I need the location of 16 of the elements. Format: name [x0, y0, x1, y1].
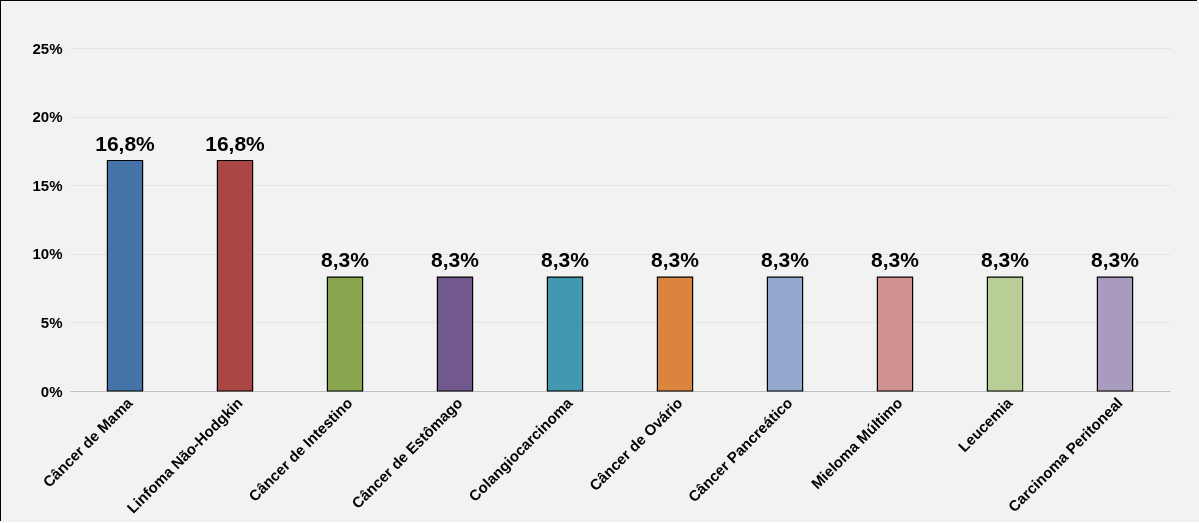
data-label: 8,3% — [651, 248, 700, 272]
data-label: 8,3% — [541, 248, 590, 272]
data-label: 16,8% — [95, 131, 156, 155]
data-label: 8,3% — [981, 248, 1030, 272]
data-label: 8,3% — [1091, 248, 1140, 272]
data-label: 8,3% — [431, 248, 480, 272]
y-tick-label: 20% — [32, 108, 63, 126]
y-tick-label: 10% — [32, 245, 63, 263]
data-label: 8,3% — [761, 248, 810, 272]
data-label: 16,8% — [205, 131, 266, 155]
y-tick-label: 0% — [40, 382, 63, 400]
data-label: 8,3% — [321, 248, 370, 272]
y-tick-label: 25% — [32, 39, 63, 57]
y-tick-label: 5% — [40, 313, 63, 331]
data-label: 8,3% — [871, 248, 920, 272]
y-tick-label: 15% — [32, 176, 63, 194]
